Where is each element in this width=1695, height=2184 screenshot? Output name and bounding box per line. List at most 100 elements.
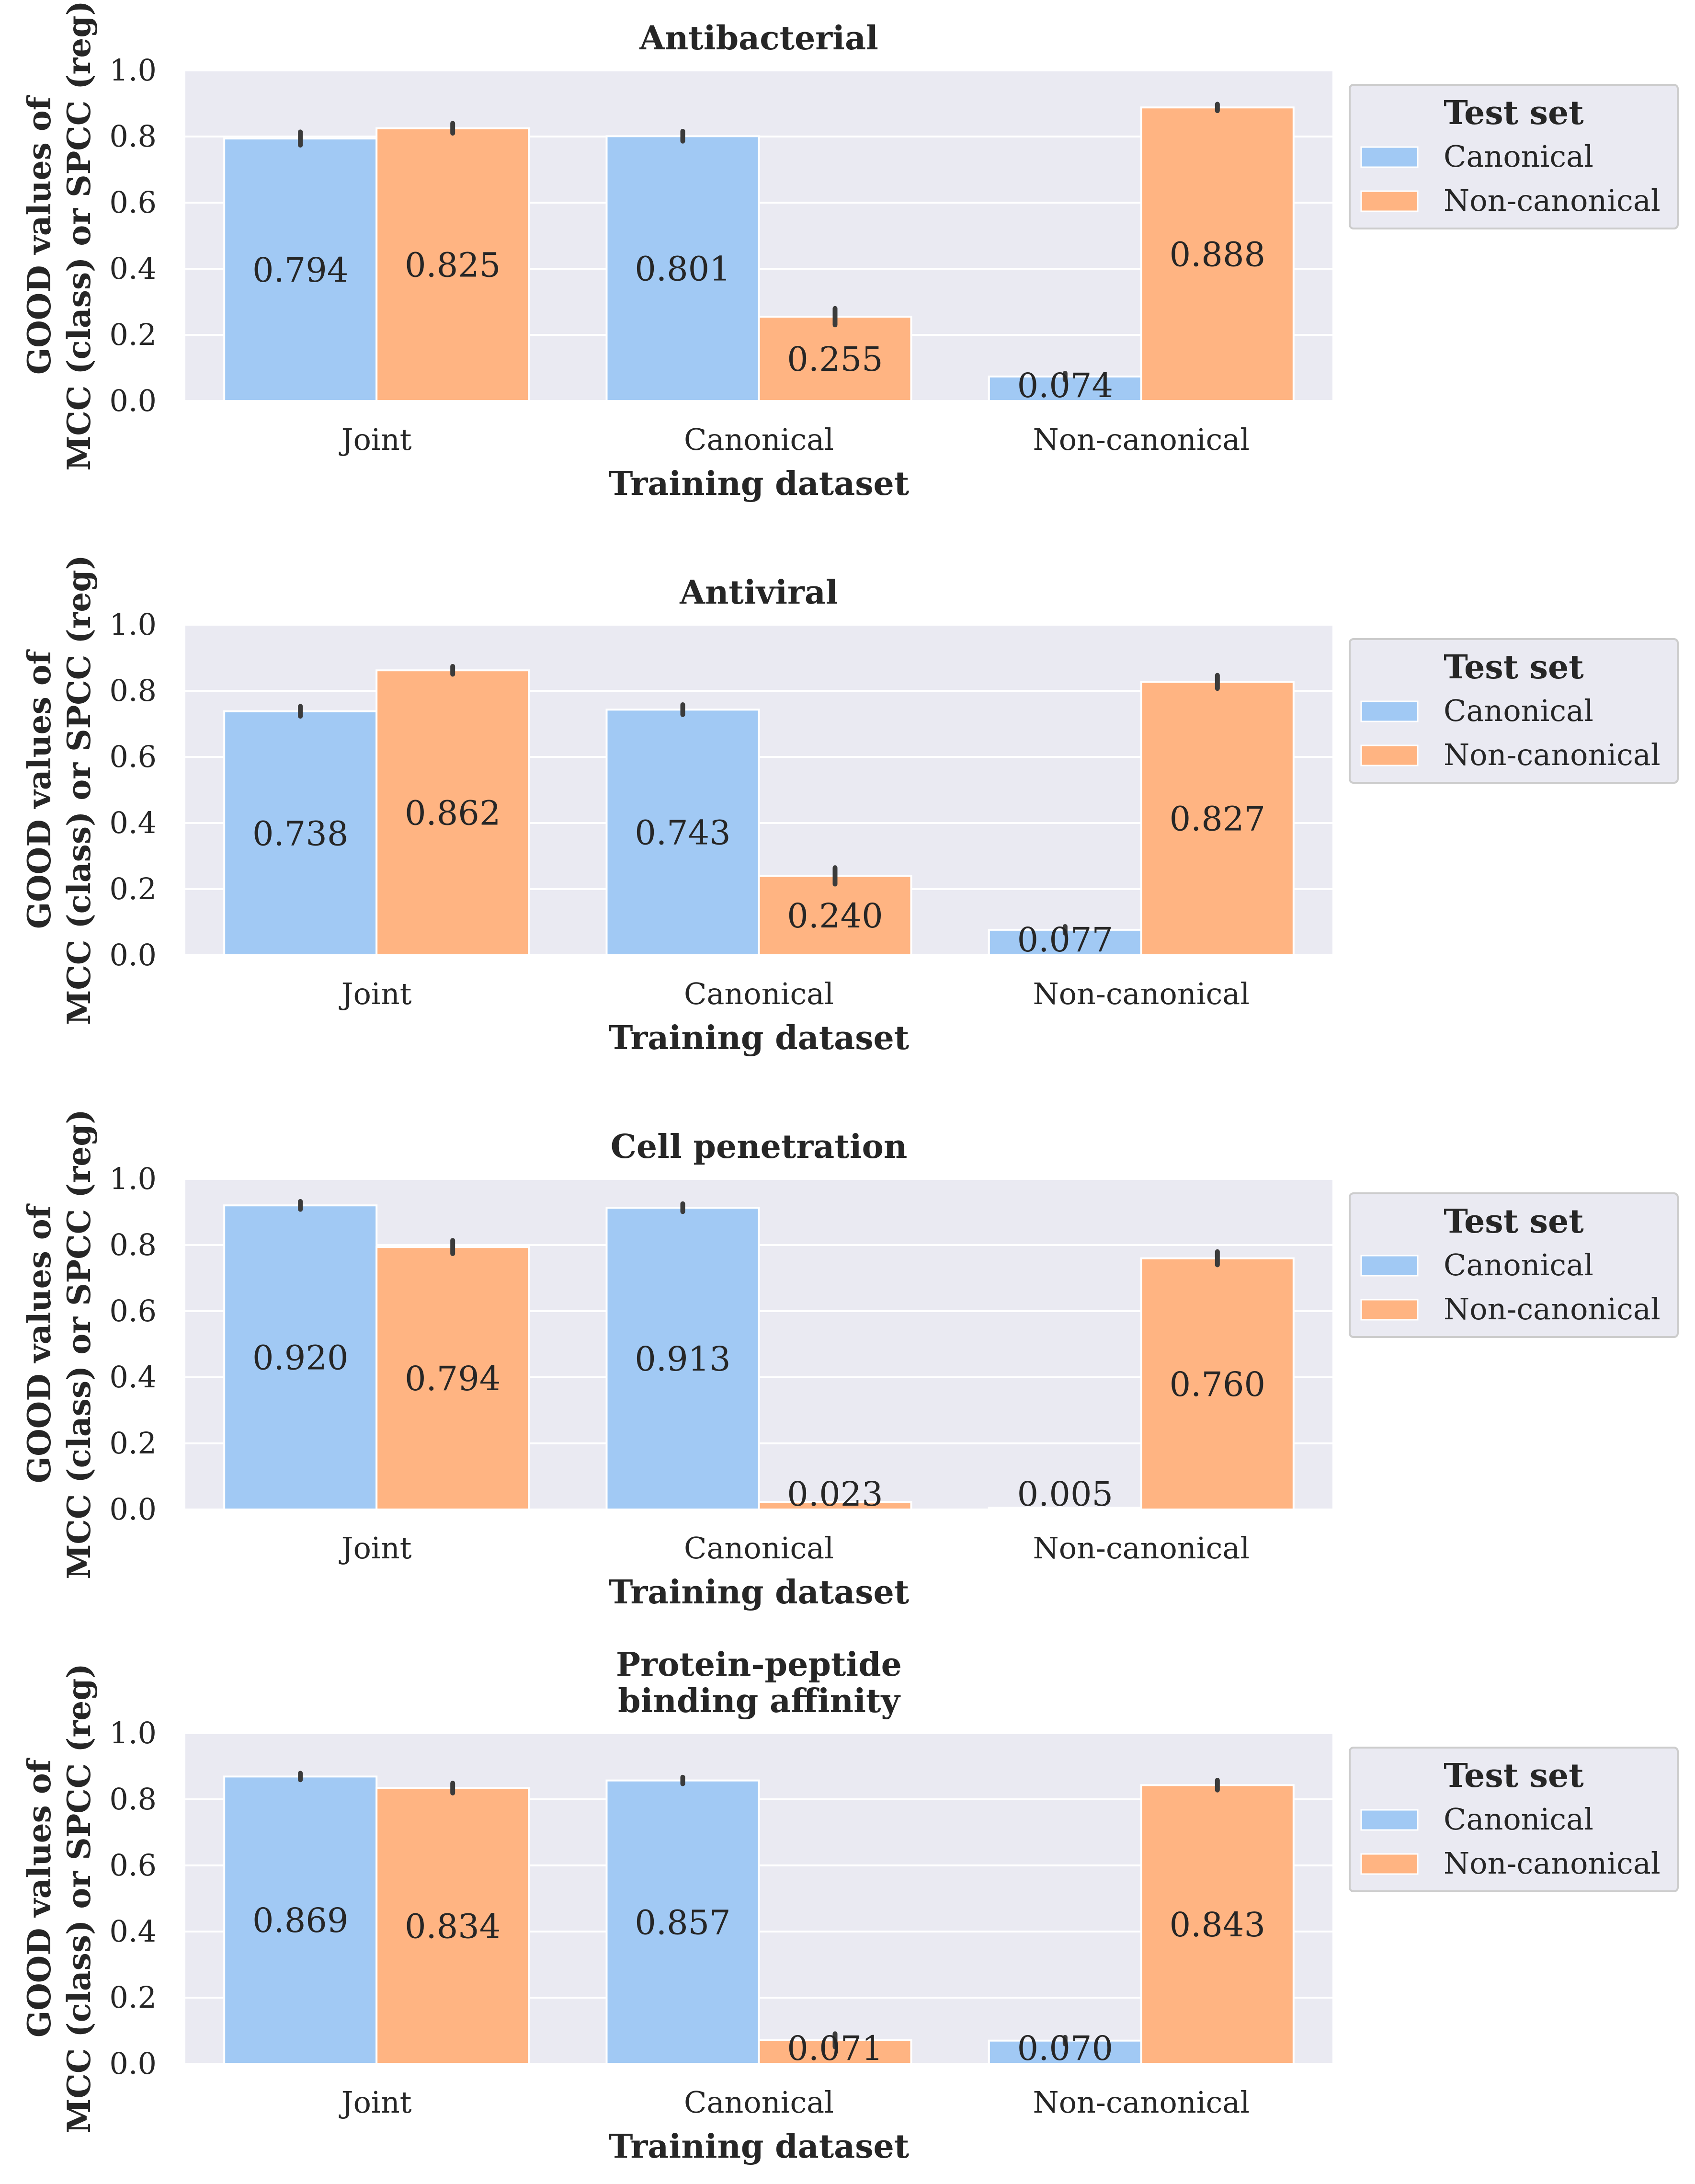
y-tick-label: 0.2 [109,317,157,352]
x-tick-label: Joint [339,976,412,1011]
legend-swatch [1360,1853,1419,1875]
legend-entry: Non-canonical [1444,1292,1661,1326]
data-label: 0.801 [635,250,730,289]
y-axis-label-line: GOOD values of [21,1758,58,2037]
y-tick-label: 0.0 [109,938,157,972]
y-tick-label: 1.0 [109,1715,157,1750]
y-axis-label-line: GOOD values of [21,649,58,929]
x-tick-label: Non-canonical [1033,422,1250,457]
data-label: 0.843 [1170,1905,1265,1944]
data-label: 0.760 [1170,1365,1265,1404]
data-label: 0.862 [405,794,501,833]
legend-swatch [1360,190,1419,212]
y-tick-label: 0.2 [109,871,157,906]
x-tick-label: Joint [339,2085,412,2120]
chart-title: Protein-peptide [616,1646,902,1684]
legend-entry: Canonical [1444,139,1593,174]
y-tick-label: 1.0 [109,1161,157,1196]
y-axis-label-line: GOOD values of [21,1203,58,1483]
x-tick-label: Non-canonical [1033,1531,1250,1566]
x-axis-label: Training dataset [609,1019,910,1057]
legend-title: Test set [1444,1757,1584,1795]
legend-title: Test set [1444,648,1584,686]
y-tick-label: 0.0 [109,2046,157,2081]
bar-canonical-canonical [605,1779,760,2065]
x-tick-label: Canonical [684,1531,834,1566]
bar-non-canonical-non-canonical [1140,1784,1295,2065]
legend: Test set Canonical Non-canonical [1349,1192,1679,1338]
data-label: 0.794 [252,251,348,290]
data-label: 0.074 [1017,366,1113,405]
chart-panel-1: 0.0 0.2 0.4 0.6 0.8 1.0 0.794 0.801 0.074 0.825 0.… [21,0,1679,503]
x-tick-label: Non-canonical [1033,2085,1250,2120]
y-tick-label: 0.0 [109,383,157,418]
y-axis-label: GOOD values ofMCC (class) or SPCC (reg) [21,555,98,1025]
x-tick-label: Joint [339,1531,412,1566]
x-tick-label: Joint [339,422,412,457]
bar-canonical-canonical [605,709,760,956]
x-tick-label: Canonical [684,976,834,1011]
legend-swatch [1360,744,1419,766]
data-label: 0.023 [787,1475,883,1514]
legend-title: Test set [1444,1202,1584,1241]
y-tick-label: 0.6 [109,739,157,774]
data-label: 0.070 [1017,2029,1113,2068]
legend-entry: Non-canonical [1444,183,1661,218]
legend-entry: Non-canonical [1444,737,1661,772]
bar-canonical-canonical [605,1207,760,1510]
bar-non-canonical-joint [375,1787,530,2065]
legend-swatch [1360,1255,1419,1277]
bar-non-canonical-canonical [758,316,912,402]
chart-title: Antibacterial [639,19,878,57]
legend-title: Test set [1444,94,1584,132]
data-label: 0.825 [405,245,501,285]
y-tick-label: 0.8 [109,673,157,708]
chart-panel-3: 0.0 0.2 0.4 0.6 0.8 1.0 0.920 0.913 0.005 0.794 0.… [21,1109,1679,1612]
x-axis-label: Training dataset [609,2127,910,2166]
bar-non-canonical-non-canonical [1140,1257,1295,1511]
data-label: 0.738 [252,814,348,853]
bar-canonical-canonical [605,135,760,402]
bar-non-canonical-canonical [758,875,912,957]
legend-box [1349,1192,1679,1338]
y-tick-label: 0.6 [109,185,157,220]
y-axis-label: GOOD values ofMCC (class) or SPCC (reg) [21,0,98,470]
y-axis-label-line: MCC (class) or SPCC (reg) [60,1109,98,1579]
legend-swatch [1360,700,1419,722]
chart-title: Antiviral [679,573,838,612]
legend-swatch [1360,1809,1419,1831]
data-label: 0.920 [252,1338,348,1378]
data-label: 0.869 [252,1901,348,1940]
y-tick-label: 0.8 [109,1782,157,1817]
y-tick-label: 0.4 [109,805,157,840]
bar-non-canonical-canonical [758,1501,912,1510]
data-label: 0.857 [635,1903,730,1942]
legend-entry: Canonical [1444,693,1593,728]
y-tick-label: 0.4 [109,1914,157,1949]
legend-box [1349,638,1679,784]
bar-non-canonical-joint [375,1246,530,1510]
y-axis-label: GOOD values ofMCC (class) or SPCC (reg) [21,1663,98,2133]
data-label: 0.913 [635,1339,730,1379]
bar-non-canonical-non-canonical [1140,106,1295,402]
legend: Test set Canonical Non-canonical [1349,1747,1679,1892]
x-tick-label: Canonical [684,422,834,457]
y-tick-label: 0.0 [109,1492,157,1527]
x-tick-label: Canonical [684,2085,834,2120]
x-axis-label: Training dataset [609,465,910,503]
legend: Test set Canonical Non-canonical [1349,638,1679,784]
chart-panel-2: 0.0 0.2 0.4 0.6 0.8 1.0 0.738 0.743 0.077 0.862 0.… [21,555,1679,1057]
legend-entry: Canonical [1444,1247,1593,1282]
data-label: 0.240 [787,896,883,936]
legend-box [1349,84,1679,229]
legend-entry: Non-canonical [1444,1846,1661,1881]
legend-box [1349,1747,1679,1892]
data-label: 0.255 [787,340,883,379]
y-tick-label: 0.6 [109,1293,157,1328]
bar-non-canonical-joint [375,669,530,956]
legend: Test set Canonical Non-canonical [1349,84,1679,229]
y-tick-label: 0.4 [109,251,157,286]
y-tick-label: 1.0 [109,53,157,88]
data-label: 0.794 [405,1359,501,1398]
